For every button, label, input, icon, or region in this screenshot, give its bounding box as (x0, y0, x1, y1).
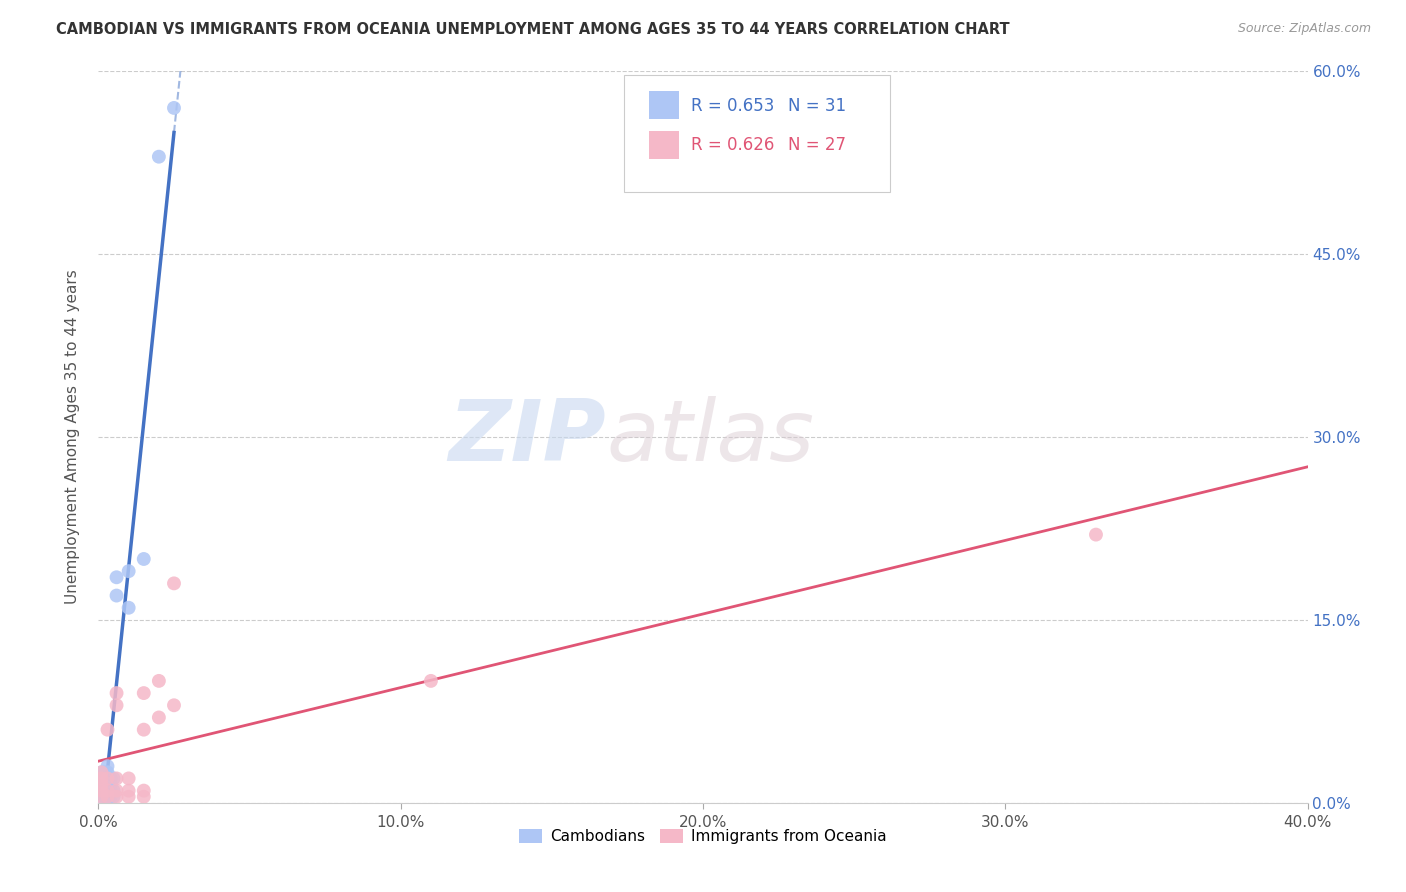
Point (96, 772, 118, 786)
Point (96, 765, 118, 780)
Point (96, 759, 118, 773)
Point (90, 772, 112, 786)
Point (105, 789, 128, 804)
Point (163, 101, 186, 115)
FancyBboxPatch shape (624, 75, 890, 192)
Point (96, 778, 118, 792)
Point (420, 673, 443, 688)
Text: N = 27: N = 27 (787, 136, 845, 153)
Y-axis label: Unemployment Among Ages 35 to 44 years: Unemployment Among Ages 35 to 44 years (65, 269, 80, 605)
Point (105, 570, 128, 584)
Point (105, 783, 128, 797)
Point (105, 589, 128, 603)
Point (148, 150, 170, 164)
Point (93, 765, 115, 780)
Point (163, 576, 186, 591)
Point (118, 600, 141, 615)
Point (132, 783, 155, 797)
Point (90, 783, 112, 797)
Point (118, 564, 141, 578)
Point (118, 783, 141, 797)
Point (132, 723, 155, 737)
Legend: Cambodians, Immigrants from Oceania: Cambodians, Immigrants from Oceania (513, 822, 893, 850)
Point (118, 772, 141, 786)
Point (100, 789, 122, 804)
Text: R = 0.653: R = 0.653 (690, 96, 775, 115)
Point (90, 778, 112, 792)
Point (90, 789, 112, 804)
Point (90, 778, 112, 792)
Point (148, 673, 170, 688)
Point (96, 783, 118, 797)
Point (96, 783, 118, 797)
Bar (648, 91, 679, 119)
Point (105, 698, 128, 713)
Point (103, 772, 125, 786)
Text: ZIP: ZIP (449, 395, 606, 479)
Point (103, 789, 125, 804)
Point (90, 786, 112, 800)
Point (96, 723, 118, 737)
Point (118, 789, 141, 804)
Point (132, 686, 155, 700)
Point (90, 765, 112, 780)
Text: R = 0.626: R = 0.626 (690, 136, 775, 153)
Point (93, 778, 115, 792)
Point (90, 789, 112, 804)
Point (163, 698, 186, 713)
Point (148, 710, 170, 724)
Point (105, 686, 128, 700)
Text: Source: ZipAtlas.com: Source: ZipAtlas.com (1237, 22, 1371, 36)
Text: atlas: atlas (606, 395, 814, 479)
Point (96, 789, 118, 804)
Bar (648, 131, 679, 159)
Point (90, 765, 112, 780)
Point (132, 789, 155, 804)
Point (96, 772, 118, 786)
Point (132, 552, 155, 566)
Point (1085, 527, 1108, 541)
Point (103, 783, 125, 797)
Point (93, 783, 115, 797)
Point (90, 772, 112, 786)
Point (100, 778, 122, 792)
Point (90, 783, 112, 797)
Text: CAMBODIAN VS IMMIGRANTS FROM OCEANIA UNEMPLOYMENT AMONG AGES 35 TO 44 YEARS CORR: CAMBODIAN VS IMMIGRANTS FROM OCEANIA UNE… (56, 22, 1010, 37)
Text: N = 31: N = 31 (787, 96, 846, 115)
Point (105, 772, 128, 786)
Point (100, 783, 122, 797)
Point (93, 789, 115, 804)
Point (100, 772, 122, 786)
Point (93, 772, 115, 786)
Point (96, 789, 118, 804)
